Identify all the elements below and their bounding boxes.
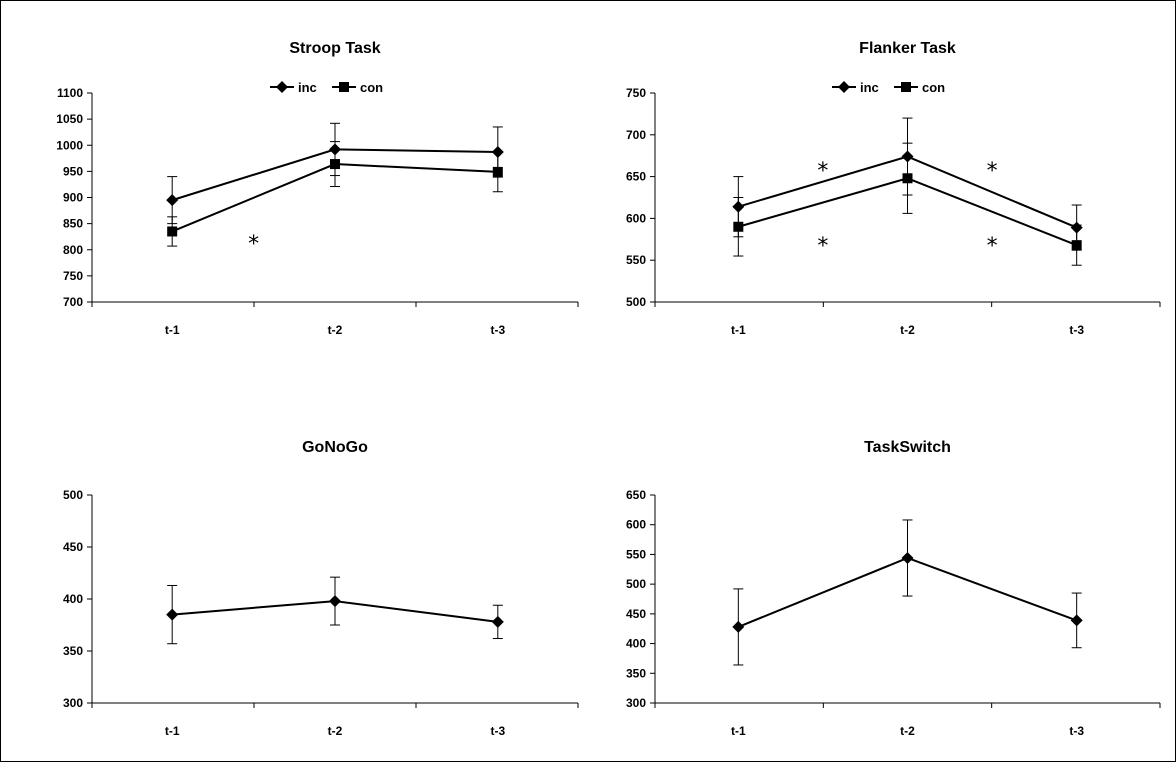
series-con [733, 142, 1082, 266]
data-point [732, 620, 745, 633]
chart-panel-2: Flanker Task 500 550 600 650 700 750 t-1 t-2 t-3 *… [626, 40, 1161, 337]
y-tick-label: 400 [626, 637, 646, 651]
data-point [902, 173, 913, 184]
data-point [330, 159, 340, 170]
x-tick-label: t-1 [165, 323, 180, 337]
y-tick-label: 300 [63, 696, 83, 710]
chart-panel-1: Stroop Task 700 750 800 850 900 950 1000 1050 110… [56, 40, 579, 337]
y-tick-label: 1000 [56, 138, 83, 152]
y-tick-label: 450 [63, 540, 83, 554]
x-tick-label: t-2 [900, 323, 915, 337]
significance-star: * [248, 232, 259, 257]
legend-label: con [922, 80, 945, 95]
legend-marker [339, 82, 349, 92]
legend-marker [838, 81, 850, 93]
y-tick-label: 600 [626, 211, 646, 225]
significance-star: * [987, 159, 998, 184]
y-tick-label: 900 [63, 191, 83, 205]
data-point [329, 595, 341, 608]
data-point [167, 226, 178, 237]
x-tick-label: t-3 [1069, 323, 1084, 337]
y-tick-label: 350 [63, 644, 83, 658]
chart-title: Flanker Task [859, 40, 956, 57]
legend-label: con [360, 80, 383, 95]
legend: inc con [270, 80, 383, 95]
y-tick-label: 700 [626, 128, 646, 142]
series-1 [732, 519, 1083, 666]
x-tick-label: t-2 [900, 724, 915, 738]
legend-marker [276, 81, 288, 93]
data-point [733, 221, 744, 232]
x-tick-label: t-1 [165, 724, 180, 738]
y-tick-label: 400 [63, 592, 83, 606]
data-point [492, 166, 503, 177]
chart-panel-4: TaskSwitch 300 350 400 450 500 550 600 650 t-1 t-2… [626, 439, 1161, 738]
chart-title: TaskSwitch [864, 439, 951, 456]
series-1 [166, 576, 504, 645]
legend: inc con [832, 80, 945, 95]
data-point [1071, 240, 1082, 251]
data-point [491, 615, 504, 628]
significance-star: * [817, 234, 828, 259]
legend-label: inc [298, 80, 317, 95]
legend-marker [901, 82, 911, 92]
x-tick-label: t-3 [490, 323, 505, 337]
y-tick-label: 850 [63, 217, 83, 231]
y-tick-label: 800 [63, 243, 83, 257]
y-tick-label: 650 [626, 488, 646, 502]
y-tick-label: 1050 [56, 112, 83, 126]
y-tick-label: 550 [626, 547, 646, 561]
x-tick-label: t-3 [490, 724, 505, 738]
y-tick-label: 300 [626, 696, 646, 710]
x-tick-label: t-1 [731, 323, 746, 337]
y-tick-label: 500 [626, 295, 646, 309]
y-tick-label: 750 [63, 269, 83, 283]
y-tick-label: 1100 [57, 86, 83, 100]
y-tick-label: 450 [626, 607, 646, 621]
data-point [166, 194, 179, 207]
data-point [1070, 614, 1083, 627]
significance-star: * [987, 234, 998, 259]
y-tick-label: 350 [626, 666, 646, 680]
x-tick-label: t-2 [328, 323, 343, 337]
y-tick-label: 500 [626, 577, 646, 591]
y-tick-label: 600 [626, 518, 646, 532]
y-tick-label: 500 [63, 488, 83, 502]
y-tick-label: 750 [626, 86, 646, 100]
x-tick-label: t-1 [731, 724, 746, 738]
legend-label: inc [860, 80, 879, 95]
series-con [167, 141, 503, 247]
x-tick-label: t-2 [328, 724, 343, 738]
significance-star: * [817, 159, 828, 184]
y-tick-label: 700 [63, 295, 83, 309]
chart-title: GoNoGo [302, 439, 368, 456]
x-tick-label: t-3 [1069, 724, 1084, 738]
data-point [901, 551, 914, 564]
chart-title: Stroop Task [289, 40, 380, 57]
y-tick-label: 650 [626, 170, 646, 184]
data-point [166, 608, 179, 621]
y-tick-label: 550 [626, 253, 646, 267]
y-tick-label: 950 [63, 164, 83, 178]
chart-panel-3: GoNoGo 300 350 400 450 500 t-1 t-2 t-3 [63, 439, 579, 738]
